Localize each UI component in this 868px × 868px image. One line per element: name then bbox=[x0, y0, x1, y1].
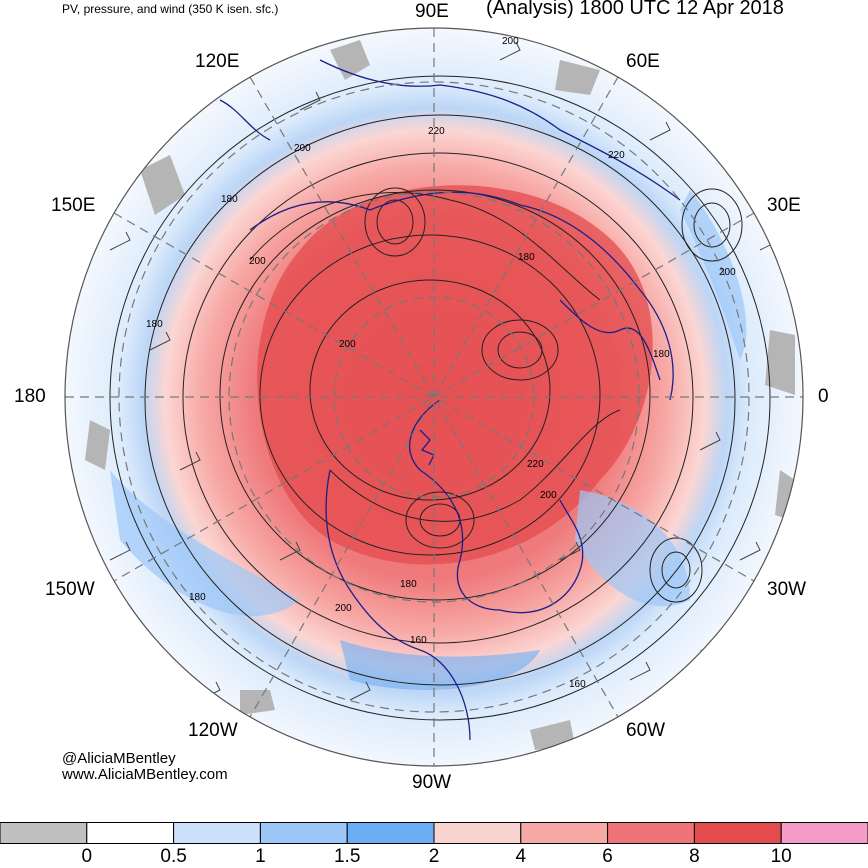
lon-label-150e: 150E bbox=[51, 195, 96, 216]
colorbar-tick-label: 2 bbox=[428, 846, 440, 867]
colorbar-swatch bbox=[259, 822, 348, 844]
contour-label: 180 bbox=[653, 349, 670, 360]
contour-label: 200 bbox=[249, 256, 266, 267]
low-pv-patch-south bbox=[340, 640, 540, 690]
colorbar-swatch bbox=[433, 822, 522, 844]
lon-label-30e: 30E bbox=[767, 195, 801, 216]
pressure-contours bbox=[109, 75, 771, 721]
lon-label-180: 180 bbox=[14, 386, 46, 407]
lon-label-90e: 90E bbox=[415, 1, 449, 22]
map-title: (Analysis) 1800 UTC 12 Apr 2018 bbox=[486, 0, 784, 19]
map-boundary bbox=[64, 27, 804, 767]
contour-label: 220 bbox=[428, 126, 445, 137]
contour-label: 180 bbox=[146, 319, 163, 330]
lon-label-60w: 60W bbox=[626, 720, 666, 741]
colorbar-swatch bbox=[780, 822, 868, 844]
contour-label: 160 bbox=[410, 635, 427, 646]
colorbar-swatch bbox=[607, 822, 695, 844]
coastlines bbox=[219, 59, 681, 741]
colorbar-tick-label: 6 bbox=[602, 846, 613, 867]
polar-stereographic-map: 200 220 200 220 180 200 180 200 200 180 180 220 200 1… bbox=[64, 27, 804, 767]
credit-handle: @AliciaMBentley bbox=[62, 750, 176, 767]
low-pv-band-east bbox=[680, 190, 747, 360]
colorbar-tick-label: 8 bbox=[689, 846, 700, 867]
colorbar-swatch bbox=[86, 822, 175, 844]
contour-label: 180 bbox=[189, 592, 206, 603]
lon-label-120w: 120W bbox=[188, 720, 238, 741]
lon-label-60e: 60E bbox=[626, 51, 660, 72]
lon-label-30w: 30W bbox=[767, 579, 807, 600]
colorbar-tick-label: 10 bbox=[770, 846, 792, 867]
colorbar-swatch bbox=[520, 822, 609, 844]
contour-label: 200 bbox=[294, 143, 311, 154]
contour-label: 200 bbox=[339, 339, 356, 350]
contour-label: 180 bbox=[221, 194, 238, 205]
contour-label: 200 bbox=[719, 267, 736, 278]
colorbar-swatch bbox=[693, 822, 782, 844]
map-subtitle: PV, pressure, and wind (350 K isen. sfc.… bbox=[62, 2, 279, 16]
high-pv-core bbox=[257, 185, 653, 565]
lon-label-150w: 150W bbox=[45, 579, 95, 600]
colorbar-tick-label: 0.5 bbox=[160, 846, 187, 867]
low-pv-band-pacific bbox=[110, 470, 300, 617]
lon-label-90w: 90W bbox=[412, 772, 452, 793]
contour-label: 220 bbox=[527, 459, 544, 470]
contour-label: 200 bbox=[540, 490, 557, 501]
contour-label: 200 bbox=[502, 36, 519, 47]
colorbar-tick-label: 1 bbox=[255, 846, 266, 867]
colorbar-tick-label: 0 bbox=[81, 846, 93, 867]
colorbar-swatch bbox=[173, 822, 261, 844]
lon-label-0: 0 bbox=[818, 386, 829, 407]
colorbar-swatch bbox=[346, 822, 435, 844]
credit-website: www.AliciaMBentley.com bbox=[62, 766, 228, 783]
colorbar-swatch bbox=[0, 822, 88, 844]
low-pv-band-atlantic bbox=[575, 490, 690, 607]
contour-label: 160 bbox=[569, 679, 586, 690]
lon-label-120e: 120E bbox=[195, 51, 240, 72]
graticule bbox=[65, 28, 803, 766]
contour-label: 200 bbox=[335, 603, 352, 614]
colorbar-tick-label: 4 bbox=[515, 846, 527, 867]
wind-barbs bbox=[109, 41, 781, 701]
colorbar-tick-label: 1.5 bbox=[333, 846, 361, 867]
contour-label: 180 bbox=[400, 579, 417, 590]
colorbar bbox=[0, 822, 868, 844]
contour-label: 220 bbox=[608, 150, 625, 161]
contour-label: 180 bbox=[518, 252, 535, 263]
